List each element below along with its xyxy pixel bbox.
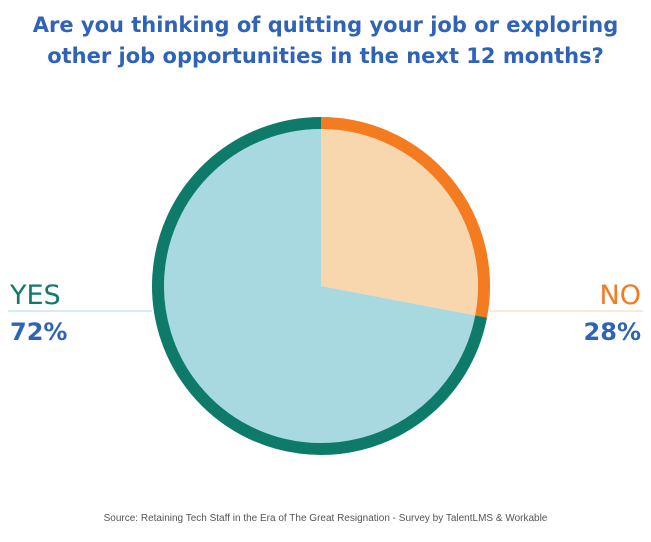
source-note: Source: Retaining Tech Staff in the Era … [103, 513, 548, 524]
yes-percent-label: 72% [10, 318, 67, 346]
pie-ring-yes [152, 117, 488, 455]
pie-ring-no [320, 117, 490, 318]
yes-category-label: YES [9, 280, 61, 311]
chart-title-line-1: Are you thinking of quitting your job or… [32, 13, 619, 37]
pie-slices [152, 117, 490, 455]
chart-title-line-2: other job opportunities in the next 12 m… [47, 44, 604, 68]
chart-title: Are you thinking of quitting your job or… [0, 10, 651, 72]
pie-slice-no [321, 129, 478, 316]
no-category-label: NO [600, 280, 641, 311]
pie-slice-yes [163, 129, 476, 444]
no-percent-label: 28% [584, 318, 641, 346]
